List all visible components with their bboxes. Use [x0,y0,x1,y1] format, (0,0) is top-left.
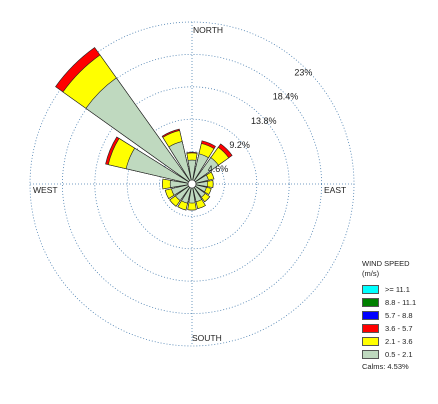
petal-22.5-0.5-2.1 [191,153,209,185]
west-label: WEST [33,185,58,195]
petal-135-0.5-2.1 [191,183,206,198]
legend-swatch [362,285,379,294]
petal-247.5-0.5-2.1 [171,183,193,196]
petal-180-0.5-2.1 [188,183,196,204]
south-label: SOUTH [192,333,222,343]
legend-swatch [362,350,379,359]
petal-202.5-0.5-2.1 [181,183,193,204]
petal-157.5-0.5-2.1 [191,183,203,203]
legend-label: 2.1 - 3.6 [385,337,413,346]
legend-label: 5.7 - 8.8 [385,311,413,320]
legend-swatch [362,298,379,307]
ring-label-5: 23% [294,68,312,78]
legend-title: WIND SPEED [362,259,410,268]
legend: WIND SPEED (m/s) >= 11.1 8.8 - 11.1 5.7 - … [362,259,438,371]
legend-label: 0.5 - 2.1 [385,350,413,359]
legend-entry: 0.5 - 2.1 [362,348,438,361]
ring-percent-labels: 4.6% 9.2% 13.8% 18.4% 23% [208,68,313,174]
petal-315-0.5-2.1 [85,77,193,185]
legend-swatch [362,337,379,346]
wind-petals [55,47,233,211]
legend-swatch [362,324,379,333]
ring-label-3: 13.8% [251,116,277,126]
petal-337.5-0.5-2.1 [168,141,193,185]
legend-entries: >= 11.1 8.8 - 11.1 5.7 - 8.8 3.6 - 5.7 2.1 -… [362,283,438,361]
petal-90-0.5-2.1 [191,181,208,187]
legend-entry: >= 11.1 [362,283,438,296]
petal-67.5-0.5-2.1 [191,174,209,185]
legend-label: 8.8 - 11.1 [385,298,417,307]
petal-270-0.5-2.1 [169,180,193,188]
ring-label-1: 4.6% [208,164,229,174]
legend-entry: 5.7 - 8.8 [362,309,438,322]
legend-units: (m/s) [362,269,380,278]
north-label: NORTH [193,25,223,35]
calms-label: Calms: 4.53% [362,362,409,371]
calm-center [187,179,197,189]
legend-entry: 2.1 - 3.6 [362,335,438,348]
petal-45-0.5-2.1 [191,157,219,185]
grid-ring-1 [159,151,225,217]
ring-label-4: 18.4% [273,92,299,102]
legend-label: 3.6 - 5.7 [385,324,413,333]
grid-ring-2 [126,118,258,250]
legend-swatch [362,311,379,320]
legend-entry: 8.8 - 11.1 [362,296,438,309]
petal-225-0.5-2.1 [174,183,193,202]
petal-292.5-0.5-2.1 [125,147,193,185]
grid-ring-3 [94,86,290,282]
legend-label: >= 11.1 [385,285,410,294]
petal-0-0.5-2.1 [187,159,197,185]
direction-labels: NORTH SOUTH EAST WEST [33,25,346,343]
legend-entry: 3.6 - 5.7 [362,322,438,335]
east-label: EAST [324,185,346,195]
ring-label-2: 9.2% [229,140,250,150]
grid-ring-5 [29,21,355,347]
